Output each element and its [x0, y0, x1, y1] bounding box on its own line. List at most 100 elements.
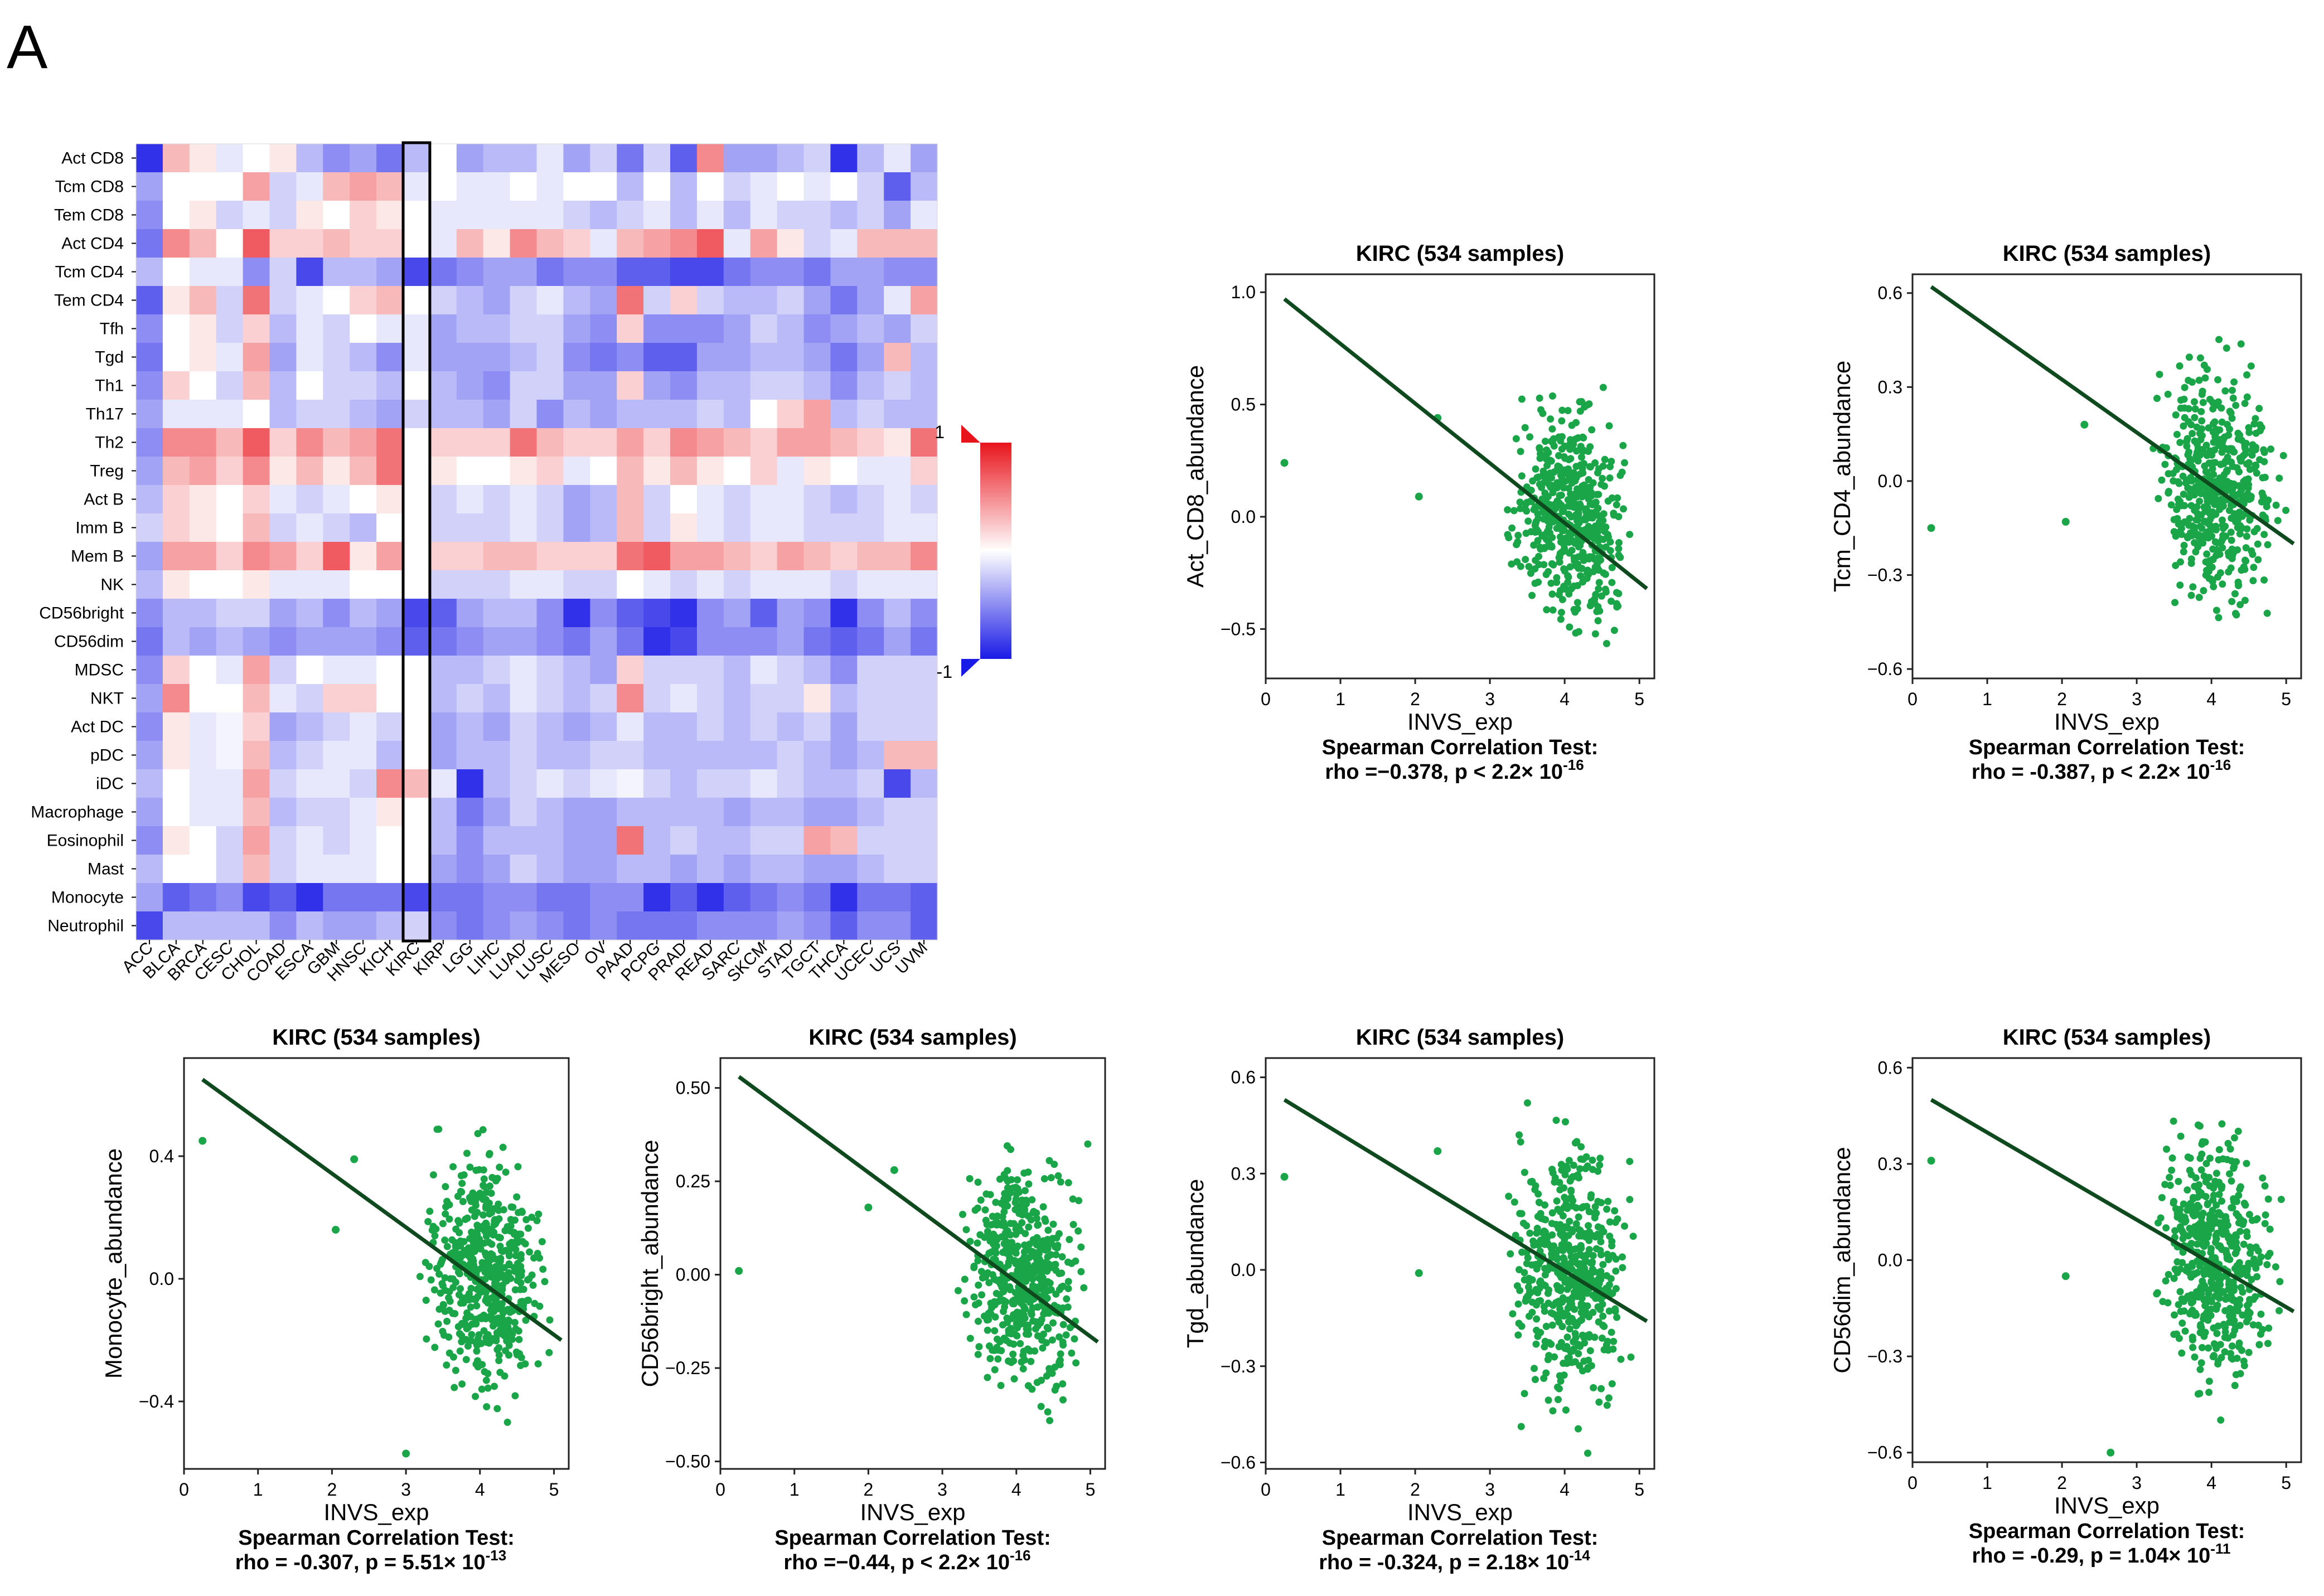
stats-title: Spearman Correlation Test: [1969, 736, 2245, 759]
heatmap-cell-eosinophil-read [696, 826, 724, 855]
heatmap-cell-nkt-read [696, 684, 724, 713]
scatter-point [2206, 395, 2214, 403]
heatmap-cell-act-b-paad [617, 485, 644, 514]
scatter-point [1587, 1362, 1595, 1370]
heatmap-cell-idc-blca [162, 769, 190, 798]
heatmap-cell-nk-sarc [723, 570, 751, 599]
scatter-point [1553, 1299, 1561, 1307]
scatter-point [2216, 506, 2224, 513]
heatmap-cell-tem-cd8-lgg [456, 201, 484, 230]
heatmap-cell-cd56bright-cesc [216, 599, 244, 628]
scatter-point [1056, 1270, 1063, 1278]
heatmap-cell-th2-lgg [456, 428, 484, 457]
heatmap-cell-treg-acc [136, 457, 163, 486]
heatmap-cell-tfh-ucs [884, 314, 911, 343]
scatter-point [2249, 550, 2257, 558]
heatmap-cell-mem-b-hnsc [350, 542, 377, 571]
scatter-point [1521, 1390, 1528, 1398]
scatter-point [2217, 460, 2225, 468]
scatter-point [2236, 1185, 2244, 1193]
scatter-point [1527, 569, 1534, 577]
scatter-point [1539, 467, 1547, 475]
scatter-point [2198, 425, 2206, 433]
heatmap-cell-nk-thca [830, 570, 858, 599]
scatter-point [499, 1309, 507, 1317]
heatmap-cell-neutrophil-luad [510, 911, 538, 940]
scatter-point [1521, 1168, 1528, 1176]
scatter-point [2197, 1166, 2205, 1174]
heatmap-cell-idc-sarc [723, 769, 751, 798]
scatter-point [1573, 517, 1581, 525]
scatter-point [2209, 1254, 2217, 1262]
heatmap-cell-imm-b-uvm [911, 513, 938, 542]
scatter-point [1560, 484, 1567, 492]
scatter-point [2195, 594, 2203, 601]
heatmap-cell-nk-lgg [456, 570, 484, 599]
x-tick-label: 2 [1410, 689, 1420, 709]
heatmap-row-label: NKT [90, 690, 124, 708]
heatmap-cell-imm-b-gbm [323, 513, 350, 542]
scatter-point [2185, 521, 2193, 529]
scatter-point [2218, 1197, 2226, 1205]
scatter-point [1523, 1099, 1531, 1107]
scatter-point [987, 1310, 995, 1318]
scatter-point [1606, 463, 1614, 470]
heatmap-cell-nk-skcm [750, 570, 778, 599]
heatmap-cell-eosinophil-lgg [456, 826, 484, 855]
x-tick-label: 2 [2057, 689, 2067, 709]
heatmap-cell-tfh-skcm [750, 314, 778, 343]
scatter-point [1572, 463, 1580, 470]
scatter-point [1594, 1303, 1602, 1311]
scatter-point [480, 1264, 487, 1272]
heatmap-cell-neutrophil-lihc [483, 911, 511, 940]
heatmap-cell-tgd-lgg [456, 343, 484, 372]
heatmap-cell-th17-stad [777, 400, 805, 429]
heatmap-cell-tcm-cd8-thca [830, 172, 858, 201]
heatmap-cell-mast-kich [376, 855, 404, 884]
heatmap-cell-act-cd8-sarc [723, 144, 751, 173]
heatmap-cell-imm-b-stad [777, 513, 805, 542]
scatter-point [2186, 1154, 2194, 1162]
scatter-point [478, 1361, 486, 1369]
heatmap-cell-idc-lihc [483, 769, 511, 798]
scatter-point [2207, 493, 2215, 501]
scatter-point [1927, 1157, 1935, 1165]
heatmap-cell-tem-cd4-blca [162, 286, 190, 315]
scatter-point [2235, 1191, 2243, 1199]
scatter-point [2207, 1312, 2215, 1320]
heatmap-cell-imm-b-esca [296, 513, 323, 542]
scatter-cd56dim: KIRC (534 samples)0 1 2 3 4 5−0.6−0.30.00.30.… [1829, 1025, 2302, 1568]
scatter-point [2190, 398, 2198, 406]
heatmap-row-label: Treg [90, 462, 124, 481]
heatmap-cell-treg-chol [243, 457, 270, 486]
heatmap-cell-idc-gbm [323, 769, 350, 798]
scatter-point [1548, 425, 1556, 433]
heatmap-cell-cd56bright-kirc [403, 599, 430, 628]
scatter-point [2243, 525, 2251, 533]
scatter-point [2158, 1194, 2166, 1201]
scatter-point [991, 1276, 999, 1284]
stats-text: rho = -0.324, p = 2.18× 10-14 [1319, 1547, 1590, 1574]
heatmap-cell-eosinophil-coad [269, 826, 297, 855]
scatter-point [978, 1291, 986, 1299]
heatmap-cell-th1-lihc [483, 371, 511, 400]
heatmap-row-label: NK [100, 576, 124, 594]
scatter-point [2177, 558, 2185, 566]
scatter-point [2215, 1146, 2223, 1153]
heatmap-cell-imm-b-paad [617, 513, 644, 542]
heatmap-row-label: Mast [88, 860, 124, 879]
heatmap-cell-idc-hnsc [350, 769, 377, 798]
scatter-point [2259, 1174, 2267, 1182]
scatter-point [2245, 1211, 2253, 1219]
scatter-point [1577, 1241, 1585, 1249]
scatter-point [1553, 1255, 1561, 1263]
heatmap-cell-act-b-acc [136, 485, 163, 514]
heatmap-cell-neutrophil-ov [590, 911, 617, 940]
heatmap-cell-cd56dim-brca [189, 627, 217, 656]
scatter-point [490, 1382, 498, 1390]
scatter-point [2276, 1278, 2284, 1285]
heatmap-cell-mast-lihc [483, 855, 511, 884]
heatmap-cell-tgd-read [696, 343, 724, 372]
heatmap-cell-act-dc-prad [670, 712, 698, 741]
